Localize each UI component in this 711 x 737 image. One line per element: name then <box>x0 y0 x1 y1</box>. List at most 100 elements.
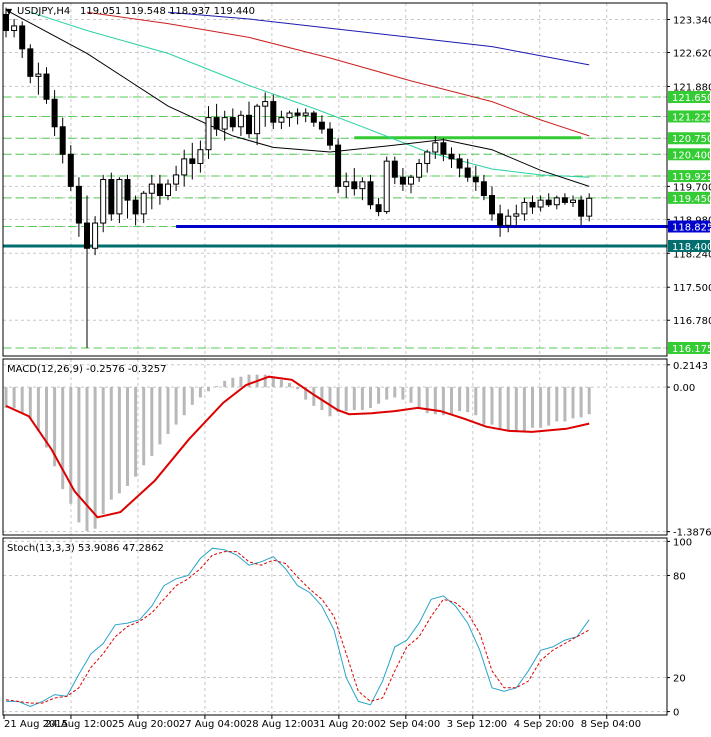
candle-body <box>310 112 317 123</box>
dropdown-arrow-icon[interactable]: ▼ <box>6 7 13 16</box>
axis-labels-layer: 123.340122.620121.880119.700118.980118.2… <box>3 16 711 730</box>
y-tick-label: 119.700 <box>673 182 711 193</box>
candle-body <box>578 199 585 217</box>
x-tick-label: 31 Aug 20:00 <box>313 719 380 730</box>
candle-body <box>286 112 293 119</box>
candle-body <box>3 13 9 32</box>
x-tick-label: 25 Aug 20:00 <box>112 719 179 730</box>
stoch-title: Stoch(13,3,3) 53.9086 47.2862 <box>7 543 164 554</box>
candle-body <box>181 158 188 176</box>
candle-body <box>489 195 495 215</box>
candle-body <box>351 181 358 190</box>
ma-teal-line <box>30 11 590 178</box>
macd-layer <box>4 374 591 531</box>
candle-body <box>424 151 431 164</box>
price-label: 119.450 <box>672 194 711 205</box>
candle-body <box>116 179 123 215</box>
candle-body <box>302 112 309 116</box>
y-tick-label: 117.500 <box>673 283 711 294</box>
candle-body <box>480 181 487 197</box>
candle-body <box>27 48 34 77</box>
candle-body <box>432 142 439 153</box>
candle-body <box>570 199 576 203</box>
candle-body <box>294 112 301 116</box>
candle-body <box>586 197 593 217</box>
y-tick-label: 0.2143 <box>673 361 708 372</box>
moving-averages-layer <box>5 9 590 187</box>
candle-body <box>553 197 560 206</box>
price-label: 118.825 <box>672 222 711 233</box>
panel-frame <box>2 358 668 536</box>
y-tick-label: 116.780 <box>673 316 711 327</box>
y-tick-label: 100 <box>673 537 692 548</box>
x-tick-label: 3 Sep 12:00 <box>447 719 507 730</box>
stochastic-layer <box>5 547 590 708</box>
macd-signal-line <box>5 375 590 519</box>
y-tick-label: 121.880 <box>673 82 711 93</box>
candle-body <box>505 215 512 226</box>
panel-frame <box>2 537 668 716</box>
candle-body <box>545 199 552 206</box>
candle-body <box>513 213 520 217</box>
symbol-label: USDJPY,H4 <box>17 6 70 17</box>
candle-body <box>51 98 58 128</box>
price-label-box <box>668 191 710 204</box>
price-label-box <box>668 132 710 145</box>
candle-body <box>246 114 252 135</box>
candle-body <box>92 222 99 249</box>
price-label-box <box>668 90 710 103</box>
candle-body <box>35 73 42 77</box>
candle-body <box>399 176 406 185</box>
candle-body <box>359 181 366 190</box>
candle-body <box>270 101 277 123</box>
price-label: 119.925 <box>672 172 711 183</box>
candle-body <box>367 181 374 206</box>
candle-body <box>375 204 382 213</box>
candle-body <box>197 149 204 164</box>
y-tick-label: 118.240 <box>673 249 711 260</box>
price-label-box <box>668 170 710 183</box>
candle-body <box>108 179 115 215</box>
macd-title: MACD(12,26,9) -0.2576 -0.3257 <box>7 364 167 375</box>
candle-body <box>148 183 155 194</box>
x-tick-label: 21 Aug 2015 <box>4 719 68 730</box>
x-tick-label: 28 Aug 12:00 <box>246 719 313 730</box>
candle-body <box>335 144 342 187</box>
price-label: 120.750 <box>672 134 711 145</box>
y-tick-label: 0 <box>673 708 679 719</box>
candle-body <box>140 192 147 215</box>
price-label: 116.175 <box>672 344 711 355</box>
x-tick-label: 24 Aug 12:00 <box>45 719 112 730</box>
candle-body <box>472 176 479 183</box>
candle-body <box>440 142 447 155</box>
candle-body <box>383 160 390 213</box>
candle-body <box>408 176 414 185</box>
y-tick-label: 80 <box>673 571 686 582</box>
candle-body <box>19 25 26 50</box>
frames-layer <box>2 2 668 716</box>
price-label-box <box>668 110 710 123</box>
candle-body <box>156 183 163 197</box>
candle-body <box>67 153 74 187</box>
ohlc-readout: 119.051 119.548 118.937 119.440 <box>80 6 255 17</box>
ma-red-line <box>86 11 590 137</box>
y-tick-label: -1.3876 <box>673 528 711 539</box>
candle-body <box>497 213 504 226</box>
level-lines-layer <box>3 96 711 349</box>
candle-body <box>84 222 90 249</box>
candle-body <box>416 162 423 178</box>
candle-body <box>124 179 131 201</box>
stoch-main-line <box>6 547 590 708</box>
ma-blue-line <box>167 11 590 66</box>
candle-body <box>229 117 236 128</box>
y-tick-label: 20 <box>673 674 686 685</box>
candle-body <box>189 158 196 164</box>
price-label: 121.225 <box>672 112 711 123</box>
y-tick-label: 123.340 <box>673 16 711 27</box>
price-label-box <box>668 341 710 354</box>
candle-body <box>391 160 398 178</box>
stoch-signal-line <box>5 551 590 704</box>
candle-body <box>165 183 171 197</box>
candle-body <box>262 101 269 107</box>
candles-layer <box>3 7 593 348</box>
